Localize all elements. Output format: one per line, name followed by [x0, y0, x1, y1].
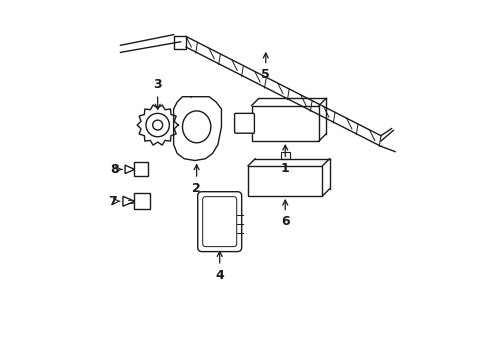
FancyBboxPatch shape: [197, 192, 241, 252]
Text: 6: 6: [281, 200, 289, 229]
FancyBboxPatch shape: [173, 36, 185, 49]
Text: 7: 7: [108, 195, 117, 208]
Text: 8: 8: [110, 163, 119, 176]
FancyBboxPatch shape: [134, 193, 149, 209]
Circle shape: [145, 113, 169, 137]
Text: 3: 3: [153, 78, 162, 109]
Text: 2: 2: [192, 165, 201, 195]
Text: 4: 4: [215, 252, 224, 282]
Polygon shape: [125, 165, 134, 174]
Text: 1: 1: [280, 145, 289, 175]
Ellipse shape: [182, 111, 210, 143]
Bar: [251, 105, 318, 141]
FancyBboxPatch shape: [134, 162, 147, 176]
Bar: [281, 152, 289, 159]
Text: 5: 5: [261, 53, 269, 81]
FancyBboxPatch shape: [202, 197, 236, 247]
Polygon shape: [122, 196, 134, 206]
Circle shape: [152, 120, 163, 130]
Bar: [247, 166, 322, 196]
FancyBboxPatch shape: [234, 113, 254, 133]
